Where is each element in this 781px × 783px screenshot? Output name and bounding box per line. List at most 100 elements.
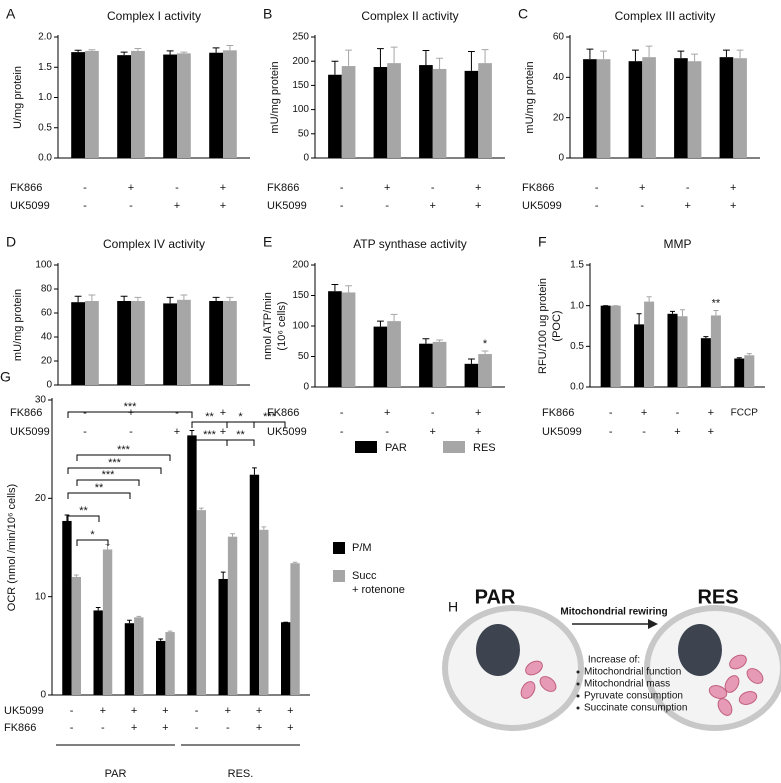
condition-sign: + xyxy=(384,407,390,419)
y-tick-label: 0 xyxy=(303,153,309,164)
error-bar xyxy=(127,619,132,624)
legend-swatch xyxy=(443,441,465,453)
arrow-head xyxy=(648,619,658,629)
y-tick-label: 0 xyxy=(303,382,309,393)
error-bar xyxy=(669,310,675,314)
bar xyxy=(85,50,99,158)
bar xyxy=(187,435,197,695)
significance-label: ** xyxy=(236,429,245,441)
error-bar xyxy=(680,309,686,317)
condition-sign: + xyxy=(475,200,481,212)
nucleus xyxy=(678,624,722,676)
bar xyxy=(341,292,356,387)
list-item: Succinate consumption xyxy=(584,703,687,714)
bar xyxy=(249,474,260,695)
bar xyxy=(223,301,237,385)
condition-sign: + xyxy=(641,407,647,419)
legend-swatch xyxy=(333,542,345,554)
condition-name: FK866 xyxy=(542,407,574,419)
condition-sign: + xyxy=(128,407,134,419)
y-tick-label: 150 xyxy=(292,290,309,301)
error-bar xyxy=(468,51,475,71)
error-bar xyxy=(636,313,642,325)
significance-label: *** xyxy=(102,469,116,481)
panel-label: F xyxy=(538,234,547,250)
y-tick-label: 50 xyxy=(298,351,310,362)
bar xyxy=(177,299,191,385)
condition-sign: - xyxy=(83,200,87,212)
y-tick-label: 2.0 xyxy=(38,32,52,43)
condition-sign: - xyxy=(340,407,344,419)
bar xyxy=(85,301,99,385)
condition-name: FK866 xyxy=(267,407,299,419)
y-tick-label: 0.5 xyxy=(38,122,52,133)
condition-sign: + xyxy=(220,182,226,194)
y-tick-label: 0 xyxy=(558,153,564,164)
condition-sign: + xyxy=(174,426,180,438)
error-bar xyxy=(600,50,607,60)
list-item: Mitochondrial function xyxy=(584,667,681,678)
legend-label: RES xyxy=(473,442,496,454)
condition-sign: - xyxy=(129,200,133,212)
y-axis-title: (10⁶ cells) xyxy=(276,301,288,350)
bar xyxy=(117,301,131,385)
error-bar xyxy=(422,338,430,344)
condition-sign: - xyxy=(83,182,87,194)
condition-sign: - xyxy=(195,722,199,734)
error-bar xyxy=(436,339,443,342)
bar xyxy=(163,303,177,385)
error-bar xyxy=(64,514,70,521)
bar xyxy=(328,74,342,158)
condition-name: FK866 xyxy=(10,182,42,194)
y-tick-label: 100 xyxy=(292,321,309,332)
panel-label: G xyxy=(0,369,11,385)
condition-sign: - xyxy=(70,705,74,717)
bullet xyxy=(576,670,580,674)
bar xyxy=(227,536,238,695)
bullet xyxy=(576,682,580,686)
error-bar xyxy=(746,353,752,356)
error-bar xyxy=(677,50,685,59)
error-bar xyxy=(586,48,594,60)
condition-sign: + xyxy=(174,200,180,212)
error-bar xyxy=(120,295,128,301)
bar xyxy=(259,529,269,695)
error-bar xyxy=(723,49,730,58)
error-bar xyxy=(261,526,267,530)
chart-title: ATP synthase activity xyxy=(353,237,467,251)
bar xyxy=(290,563,300,695)
error-bar xyxy=(88,294,96,301)
error-bar xyxy=(468,358,475,364)
condition-sign: + xyxy=(256,722,262,734)
significance-bracket xyxy=(226,439,255,446)
y-axis-title: OCR (nmol /min/10⁶ cells) xyxy=(6,484,18,611)
bar xyxy=(223,50,237,159)
bar xyxy=(674,58,688,158)
diagram-art xyxy=(442,605,781,731)
condition-sign: + xyxy=(430,426,436,438)
error-bar xyxy=(252,467,257,475)
y-tick-label: 1.5 xyxy=(38,62,52,73)
condition-name: UK5099 xyxy=(4,705,44,717)
error-bar xyxy=(713,310,719,316)
arrow-label: Mitochondrial rewiring xyxy=(560,607,667,618)
significance-label: *** xyxy=(108,457,122,469)
bar xyxy=(628,61,643,159)
condition-sign: + xyxy=(162,705,168,717)
error-bar xyxy=(390,313,398,322)
condition-name: UK5099 xyxy=(10,426,50,438)
significance-label: *** xyxy=(117,444,131,456)
condition-sign: - xyxy=(640,200,644,212)
bar xyxy=(583,59,597,158)
bar xyxy=(642,57,656,158)
error-bar xyxy=(230,533,235,537)
bar xyxy=(341,66,356,158)
error-bar xyxy=(212,296,220,301)
condition-sign: + xyxy=(220,426,226,438)
condition-name: FK866 xyxy=(4,722,36,734)
condition-name: FK866 xyxy=(10,407,42,419)
bar xyxy=(102,549,113,695)
error-bar xyxy=(481,350,489,355)
bar xyxy=(328,291,342,387)
condition-sign: - xyxy=(609,407,613,419)
